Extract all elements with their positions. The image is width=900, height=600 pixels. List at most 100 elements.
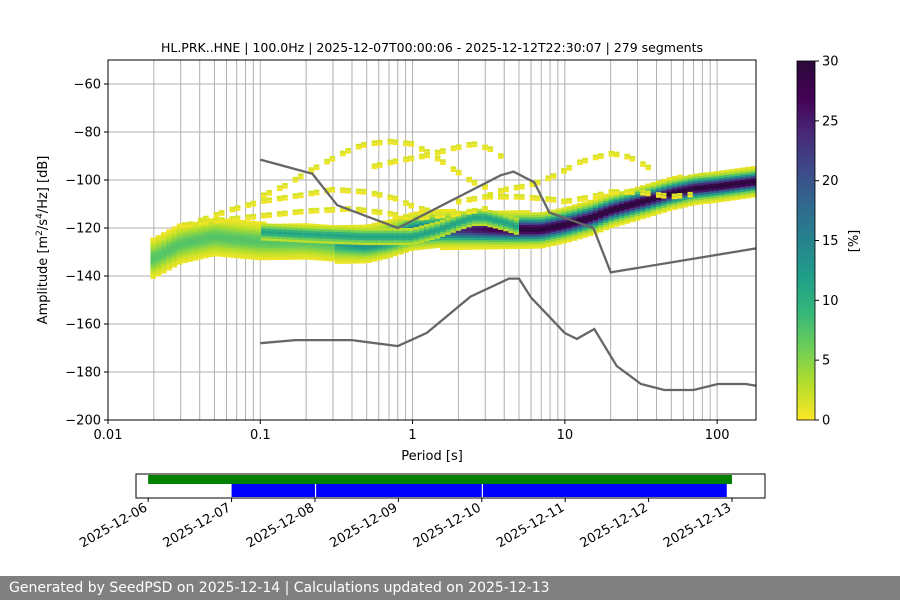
heatmap-cell	[440, 235, 446, 239]
heatmap-cell	[261, 235, 267, 239]
heatmap-cell	[608, 192, 615, 195]
heatmap-cell	[397, 246, 404, 250]
heatmap-cell	[471, 195, 478, 199]
heatmap-cell	[608, 194, 615, 198]
heatmap-cell	[408, 202, 415, 206]
heatmap-cell	[392, 198, 399, 202]
heatmap-cell	[524, 236, 530, 240]
heatmap-cell	[276, 245, 283, 248]
heatmap-cell	[361, 253, 367, 257]
heatmap-cell	[513, 241, 520, 245]
heatmap-cell	[582, 232, 588, 236]
heatmap-cell	[624, 218, 631, 222]
heatmap-cell	[466, 144, 473, 148]
heatmap-cell	[345, 248, 351, 252]
heatmap-cell	[387, 240, 394, 243]
heatmap-cell	[566, 222, 573, 226]
heatmap-cell	[229, 235, 236, 239]
heatmap-cell	[287, 254, 294, 258]
heatmap-cell	[203, 253, 209, 256]
heatmap-cell	[403, 143, 409, 147]
heatmap-cell	[392, 253, 399, 257]
heatmap-cell	[503, 246, 509, 250]
heatmap-cell	[187, 251, 193, 255]
heatmap-cell	[392, 212, 399, 215]
heatmap-cell	[313, 250, 320, 254]
heatmap-cell	[361, 224, 367, 228]
heatmap-cell	[582, 234, 588, 238]
heatmap-cell	[529, 224, 536, 228]
heatmap-cell	[513, 212, 520, 216]
heatmap-cell	[440, 148, 446, 152]
heatmap-cell	[534, 219, 541, 223]
noise-models	[259, 158, 757, 392]
heatmap-cell	[661, 188, 667, 192]
heatmap-cell	[313, 228, 320, 232]
heatmap-cell	[713, 187, 720, 191]
heatmap-cell	[561, 198, 567, 202]
heatmap-cell	[524, 224, 530, 228]
heatmap-cell	[687, 179, 694, 183]
heatmap-cell	[355, 239, 362, 243]
heatmap-cell	[434, 238, 441, 241]
heatmap-cell	[529, 226, 536, 230]
heatmap-cell	[497, 210, 504, 214]
heatmap-cell	[355, 227, 362, 231]
heatmap-cell	[424, 246, 430, 250]
heatmap-cell	[492, 246, 499, 250]
heatmap-cell	[529, 217, 536, 220]
heatmap-cell	[271, 252, 278, 256]
heatmap-cell	[318, 243, 325, 247]
heatmap-cell	[534, 233, 541, 237]
y-axis-label: Amplitude [m2/s4/Hz] [dB]	[35, 156, 51, 325]
heatmap-cell	[250, 242, 257, 246]
heatmap-cell	[171, 257, 178, 261]
heatmap-cell	[598, 191, 604, 195]
heatmap-cell	[692, 197, 699, 201]
heatmap-cell	[308, 249, 315, 253]
heatmap-cell	[471, 244, 478, 248]
heatmap-cell	[445, 237, 451, 241]
heatmap-cell	[292, 176, 299, 180]
heatmap-cell	[234, 231, 241, 235]
heatmap-cell	[729, 171, 736, 175]
heatmap-cell	[313, 164, 320, 168]
heatmap-cell	[703, 186, 710, 190]
heatmap-cell	[471, 144, 478, 148]
heatmap-cell	[729, 192, 736, 196]
heatmap-cell	[413, 223, 420, 227]
heatmap-cell	[555, 237, 562, 241]
heatmap-cell	[582, 210, 588, 214]
heatmap-cell	[661, 198, 667, 201]
heatmap-cell	[197, 232, 204, 236]
heatmap-cell	[266, 245, 272, 249]
heatmap-cell	[197, 230, 204, 234]
heatmap-cell	[239, 255, 246, 259]
heatmap-cell	[740, 196, 746, 200]
heatmap-cell	[355, 232, 362, 236]
heatmap-cell	[634, 217, 641, 221]
heatmap-cell	[576, 214, 583, 218]
heatmap-cell	[261, 255, 267, 258]
heatmap-cell	[645, 185, 652, 189]
heatmap-cell	[598, 194, 604, 198]
heatmap-cell	[545, 237, 552, 240]
heatmap-cell	[603, 217, 609, 221]
y-axis-label-sup1: 2	[35, 230, 45, 236]
heatmap-cell	[603, 227, 609, 231]
x-tick-label: 1	[408, 428, 416, 443]
heatmap-cell	[650, 191, 657, 195]
heatmap-cell	[160, 260, 167, 264]
heatmap-cell	[550, 233, 557, 237]
heatmap-cell	[239, 239, 246, 242]
heatmap-cell	[487, 222, 494, 225]
heatmap-cell	[513, 229, 520, 233]
heatmap-cell	[255, 245, 262, 249]
heatmap-cell	[234, 236, 241, 240]
heatmap-cell	[334, 225, 341, 228]
heatmap-cell	[282, 229, 288, 233]
heatmap-cell	[313, 192, 320, 196]
heatmap-cell	[497, 188, 504, 191]
heatmap-cell	[550, 231, 557, 235]
heatmap-cell	[176, 228, 183, 232]
